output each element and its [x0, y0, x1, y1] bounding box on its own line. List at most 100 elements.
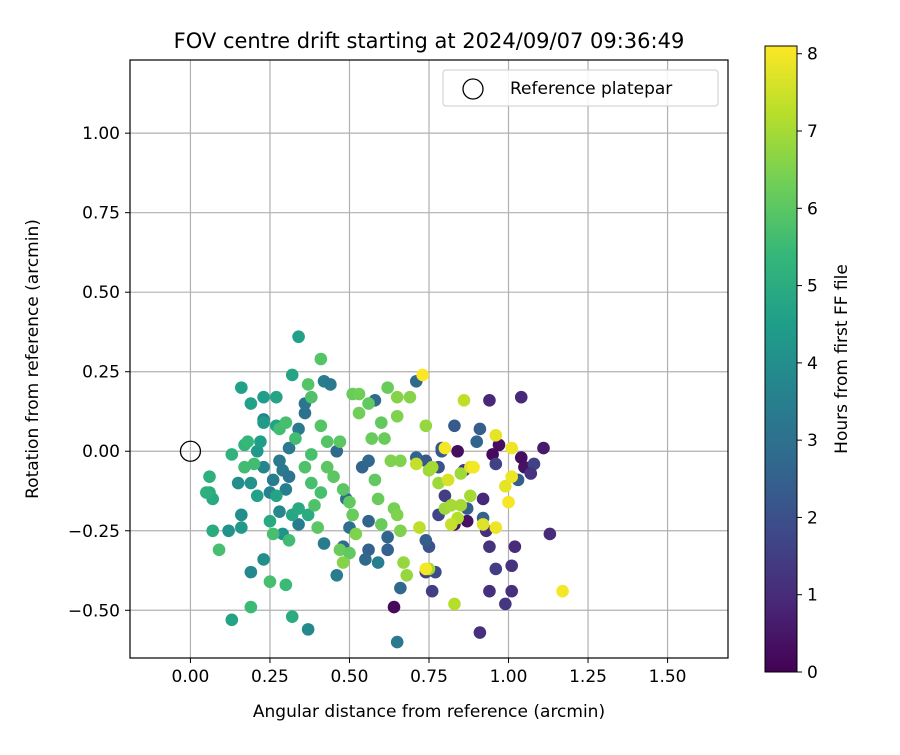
x-tick-label: 1.25	[569, 667, 607, 687]
data-point	[505, 470, 519, 483]
colorbar-tick-label: 7	[807, 122, 818, 142]
data-point	[483, 394, 496, 407]
data-point	[473, 422, 487, 436]
data-point	[464, 489, 477, 503]
data-point	[308, 499, 321, 512]
data-point	[362, 397, 375, 410]
data-point	[225, 613, 239, 627]
data-point	[365, 432, 379, 445]
data-point	[505, 441, 519, 455]
data-point	[279, 483, 293, 496]
data-point	[247, 457, 261, 471]
data-point	[343, 546, 356, 560]
data-point	[333, 543, 347, 557]
data-point	[314, 352, 328, 366]
data-point	[244, 476, 258, 490]
data-point	[444, 499, 458, 512]
data-point	[301, 623, 315, 636]
data-point	[499, 479, 512, 493]
data-point	[483, 540, 496, 553]
x-tick-label: 0.50	[331, 667, 369, 687]
colorbar-label: Hours from first FF file	[832, 264, 852, 454]
data-point	[250, 444, 264, 458]
data-point	[320, 460, 334, 474]
data-point	[279, 416, 293, 429]
data-point	[368, 473, 382, 487]
data-point	[305, 448, 318, 461]
data-point	[346, 508, 359, 522]
colorbar-tick-label: 2	[807, 508, 818, 528]
colorbar-gradient	[764, 45, 798, 673]
data-point	[311, 521, 324, 534]
data-point	[330, 444, 344, 458]
data-point	[257, 553, 270, 566]
data-point	[374, 518, 388, 531]
data-point	[212, 543, 226, 557]
data-point	[285, 368, 299, 382]
data-point	[355, 460, 369, 474]
data-point	[324, 378, 337, 391]
x-tick-label: 0.25	[251, 667, 289, 687]
x-axis-ticks: 0.00 0.25 0.50 0.75 1.00 1.25 1.50	[172, 658, 686, 687]
data-point	[381, 381, 394, 394]
data-point	[483, 584, 496, 598]
data-point	[250, 489, 264, 503]
data-point	[244, 600, 258, 614]
data-point	[279, 578, 293, 592]
data-point	[489, 457, 503, 471]
data-point	[343, 495, 356, 509]
data-point	[266, 527, 280, 541]
data-point	[362, 543, 375, 557]
data-point	[416, 368, 429, 382]
x-axis-label: Angular distance from reference (arcmin)	[253, 702, 605, 722]
x-tick-label: 0.00	[172, 667, 210, 687]
data-point	[448, 419, 461, 433]
data-point	[505, 559, 519, 573]
colorbar-tick-label: 0	[807, 663, 818, 683]
y-tick-label: 0.00	[82, 442, 120, 462]
data-point	[225, 448, 239, 461]
data-point	[298, 406, 312, 420]
data-point	[394, 524, 407, 538]
data-point	[384, 454, 398, 468]
y-tick-label: 0.50	[82, 283, 120, 303]
data-point	[238, 460, 251, 474]
data-point	[254, 435, 267, 449]
data-point	[285, 610, 299, 623]
data-point	[333, 435, 347, 449]
data-points	[200, 330, 569, 649]
data-point	[305, 476, 318, 490]
data-point	[330, 568, 344, 582]
data-point	[527, 457, 541, 471]
data-point	[374, 416, 388, 429]
data-point	[206, 524, 220, 538]
data-point	[508, 540, 522, 553]
y-tick-label: 1.00	[82, 124, 120, 144]
data-point	[489, 429, 503, 442]
data-point	[282, 441, 296, 455]
data-point	[460, 514, 474, 528]
data-point	[387, 600, 401, 614]
colorbar-tick-label: 8	[807, 45, 818, 65]
data-point	[371, 556, 385, 569]
data-point	[390, 409, 404, 423]
data-point	[390, 508, 404, 522]
colorbar: 0 1 2 3 4 5 6 7 8 Hours from first FF file	[764, 45, 852, 683]
data-point	[394, 581, 407, 595]
data-point	[317, 537, 331, 550]
data-point	[489, 562, 503, 576]
data-point	[438, 441, 452, 455]
data-point	[203, 470, 216, 483]
data-point	[257, 390, 270, 404]
data-point	[556, 584, 569, 598]
data-point	[499, 597, 512, 611]
data-point	[451, 444, 464, 458]
data-point	[441, 473, 455, 487]
data-point	[394, 454, 407, 468]
data-point	[292, 422, 305, 436]
data-point	[298, 460, 312, 474]
data-point	[467, 460, 480, 474]
colorbar-tick-label: 5	[807, 277, 818, 297]
